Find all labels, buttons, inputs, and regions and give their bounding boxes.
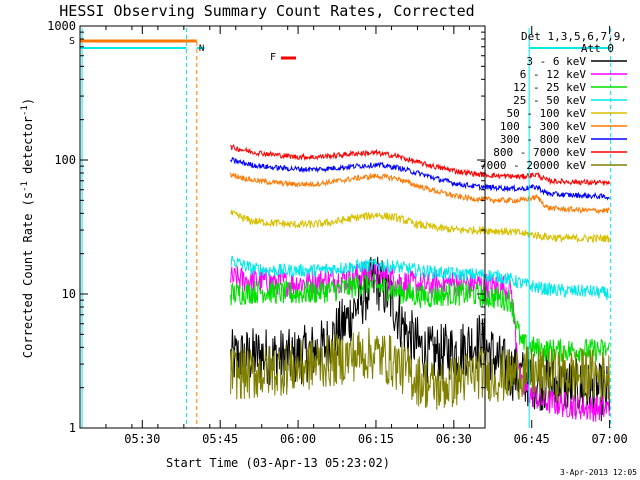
night-label: N: [199, 44, 204, 54]
plot-frame: [79, 25, 486, 429]
legend-label-9: 7000 - 20000 keV: [480, 159, 586, 172]
x-axis-label: Start Time (03-Apr-13 05:23:02): [166, 456, 390, 470]
series-line-6: [230, 172, 610, 215]
legend-label-2: 6 - 12 keV: [520, 68, 587, 81]
x-tick-label-2: 05:45: [202, 432, 238, 446]
annotation-layer: S N F: [69, 28, 612, 428]
x-tick-label-3: 06:00: [280, 432, 316, 446]
legend-label-1: 3 - 6 keV: [526, 55, 586, 68]
series-line-5: [230, 209, 610, 244]
y-axis: 1 10 100 1000: [47, 19, 485, 435]
legend-label-6: 100 - 300 keV: [500, 120, 586, 133]
y-axis-label-end: ): [21, 98, 35, 105]
y-tick-label-1: 1: [69, 421, 76, 435]
y-axis-label-sup1: -1: [20, 181, 30, 192]
y-axis-label-mid: detector: [21, 116, 35, 181]
series-layer: [230, 143, 610, 422]
series-line-4: [230, 255, 610, 301]
x-tick-label-5: 06:30: [436, 432, 472, 446]
legend-label-8: 800 - 7000 keV: [493, 146, 586, 159]
x-tick-label-1: 05:30: [124, 432, 160, 446]
series-line-9: [230, 327, 610, 410]
legend-header-2: Att 0: [581, 42, 614, 55]
y-tick-label-4: 1000: [47, 19, 76, 33]
legend-label-4: 25 - 50 keV: [513, 94, 586, 107]
x-tick-label-7: 07:00: [592, 432, 628, 446]
legend-label-3: 12 - 25 keV: [513, 81, 586, 94]
y-axis-label-sup2: -1: [20, 105, 30, 116]
x-tick-label-4: 06:15: [358, 432, 394, 446]
y-axis-label-main: Corrected Count Rate (s: [21, 192, 35, 358]
series-line-3: [230, 272, 610, 363]
series-line-2: [230, 261, 610, 422]
flare-label: F: [270, 52, 276, 63]
legend-label-5: 50 - 100 keV: [507, 107, 587, 120]
x-tick-label-6: 06:45: [514, 432, 550, 446]
x-axis: 05:30 05:45 06:00 06:15 06:30 06:45 07:00: [79, 26, 628, 446]
timestamp: 3-Apr-2013 12:05: [560, 468, 637, 477]
saa-label: S: [69, 36, 75, 47]
y-axis-label: Corrected Count Rate (s-1 detector-1): [20, 98, 35, 358]
legend-label-7: 300 - 800 keV: [500, 133, 586, 146]
series-line-7: [230, 156, 610, 201]
y-tick-label-3: 100: [54, 153, 76, 167]
y-tick-label-2: 10: [62, 287, 76, 301]
chart-title: HESSI Observing Summary Count Rates, Cor…: [59, 2, 474, 20]
legend-header-1: Det 1,3,5,6,7,9,: [521, 30, 627, 43]
series-line-8: [230, 143, 610, 187]
